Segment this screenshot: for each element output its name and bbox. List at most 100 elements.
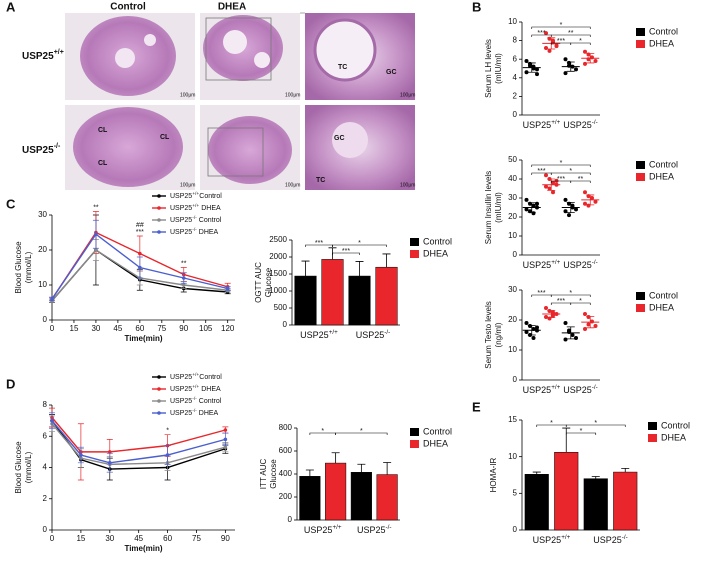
y-tick-label: 0 [513, 250, 518, 259]
legend-marker [157, 411, 161, 415]
bar [583, 478, 608, 531]
data-point [225, 286, 230, 291]
data-point [544, 46, 548, 51]
legend-swatch [410, 440, 419, 448]
follicle [115, 48, 135, 68]
x-tick-label: USP25-/- [593, 534, 627, 545]
cyst [223, 30, 247, 54]
data-point [583, 327, 587, 331]
data-point [165, 453, 170, 457]
significance-bracket [570, 302, 591, 305]
row-label: USP25-/- [22, 143, 61, 155]
x-tick-label: 45 [113, 324, 122, 333]
error-bar [562, 427, 571, 453]
data-point [544, 306, 548, 310]
legend-marker [157, 230, 161, 234]
y-tick-label: 0 [43, 315, 48, 324]
data-point [567, 213, 571, 218]
data-point [524, 207, 529, 212]
significance-bracket [565, 432, 597, 435]
panel-label: E [472, 399, 481, 414]
y-tick-label: 4 [513, 73, 518, 82]
y-axis-label: (ng/ml) [494, 322, 503, 347]
y-tick-label: 10 [508, 452, 517, 461]
legend-swatch [636, 304, 645, 312]
annotation: ## [136, 222, 144, 229]
x-tick-label: 120 [221, 324, 235, 333]
y-tick-label: 600 [279, 446, 293, 455]
legend-label: USP25+/+ DHEA [170, 384, 221, 393]
significance-bracket [570, 42, 591, 45]
column-label: DHEA [218, 2, 246, 13]
y-tick-label: 2 [513, 92, 518, 101]
y-axis-label: Blood Glucose [14, 441, 23, 494]
legend-label: USP25+/+Control [170, 191, 222, 200]
scale-bar: 100μm [180, 182, 195, 188]
legend-marker [157, 194, 161, 198]
chart: 0 2 4 6 8 Blood Glucose (mmol/L) 0 15 30 45 60 75 90 T… [14, 372, 235, 553]
row-label: USP25+/+ [22, 49, 64, 61]
y-tick-label: 0 [43, 525, 48, 534]
error-bar [305, 469, 314, 477]
panel-label: D [6, 376, 15, 391]
legend-swatch [636, 28, 645, 36]
y-tick-label: 6 [513, 54, 518, 63]
chart: 0 5 10 15 HOMA-IR USP25+/+ USP25-/- * * * Control D… [489, 415, 690, 545]
y-tick-label: 8 [43, 400, 48, 409]
y-tick-label: 0 [283, 320, 288, 329]
y-tick-label: 30 [508, 193, 517, 202]
significance-label: ** [578, 176, 584, 183]
zoom-box [205, 17, 272, 81]
x-tick-label: 90 [221, 534, 230, 543]
chart: 0 10 20 30 Blood Glucose (mmol/L) 0 15 30 45 60 75 9… [14, 191, 235, 343]
data-point [223, 437, 228, 442]
significance-label: * [579, 38, 582, 45]
data-point [50, 418, 54, 423]
bar [321, 259, 344, 326]
x-tick-label: USP25+/+ [523, 384, 561, 395]
y-tick-label: 20 [508, 315, 517, 324]
significance-bracket [531, 26, 591, 29]
legend-label: USP25-/- DHEA [170, 227, 219, 236]
legend-swatch [410, 238, 419, 246]
legend-swatch [636, 292, 645, 300]
sd-bar [586, 316, 595, 329]
data-point [524, 197, 529, 202]
data-point [583, 201, 587, 206]
legend-label: Control [423, 236, 452, 246]
legend-swatch [636, 40, 645, 48]
data-point [593, 324, 598, 328]
x-axis-label: Time(min) [124, 544, 162, 553]
data-point [50, 297, 54, 301]
data-point [563, 321, 568, 325]
significance-bracket [332, 252, 360, 255]
data-point [593, 199, 598, 204]
data-point [570, 333, 575, 337]
annotation: *** [136, 229, 144, 236]
legend-label: DHEA [649, 171, 674, 181]
series-line [51, 420, 226, 470]
zoom-box [207, 127, 264, 177]
significance-bracket [531, 164, 591, 167]
x-tick-label: 15 [70, 324, 79, 333]
data-point [524, 321, 529, 325]
data-point [547, 186, 552, 191]
data-point [223, 428, 228, 432]
legend-label: DHEA [649, 38, 674, 48]
legend-label: DHEA [661, 432, 686, 442]
y-tick-label: 10 [508, 231, 517, 240]
chart: 0 200 400 600 800 ITT AUC Glucose USP25+/+ USP25… [259, 423, 452, 535]
cell-label: TC [338, 64, 347, 71]
y-tick-label: 6 [43, 431, 48, 440]
data-point [570, 203, 575, 208]
data-point [223, 445, 228, 449]
significance-label: *** [557, 38, 565, 45]
y-axis-label: Serum Insullin levels [484, 171, 493, 244]
y-tick-label: 2 [43, 494, 48, 503]
significance-label: *** [342, 248, 350, 255]
data-point [574, 336, 578, 340]
legend-label: USP25-/- Control [170, 396, 222, 405]
legend-label: Control [423, 426, 452, 436]
sd-bar [527, 202, 536, 213]
data-point [524, 59, 529, 64]
